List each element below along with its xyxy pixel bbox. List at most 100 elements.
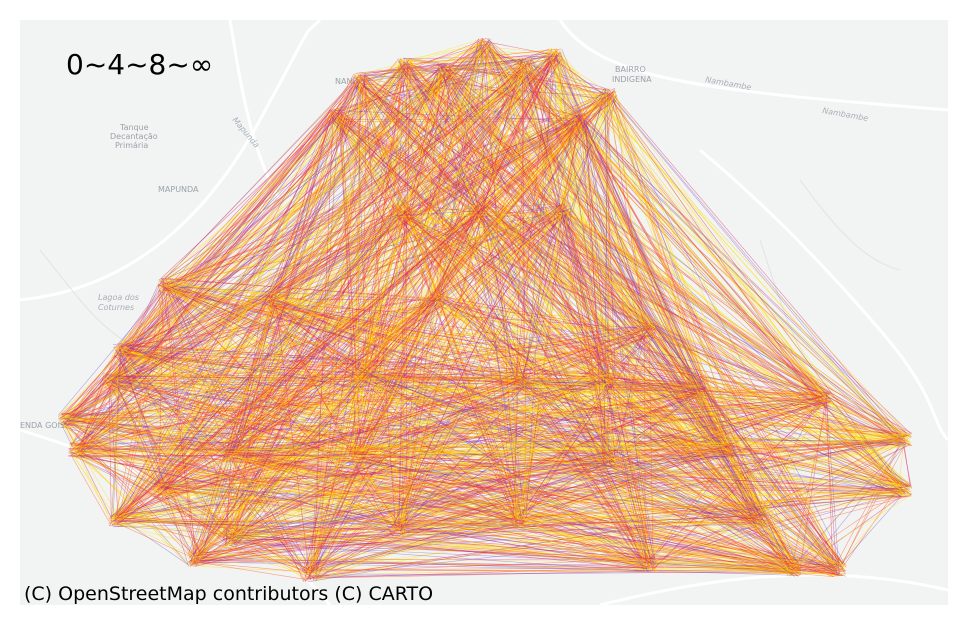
edge bbox=[363, 375, 653, 565]
edge bbox=[224, 296, 265, 536]
edge bbox=[268, 299, 353, 455]
edge bbox=[159, 451, 358, 484]
edge bbox=[401, 62, 521, 212]
edge bbox=[653, 526, 760, 573]
edge bbox=[331, 108, 516, 383]
edge bbox=[200, 373, 523, 561]
edge bbox=[583, 121, 655, 566]
edge bbox=[603, 384, 609, 463]
edge bbox=[269, 207, 402, 298]
edge bbox=[584, 119, 616, 456]
edge bbox=[73, 48, 553, 445]
edge bbox=[766, 517, 801, 572]
edge bbox=[351, 120, 580, 461]
edge bbox=[398, 209, 478, 532]
edge bbox=[313, 526, 403, 581]
edge bbox=[75, 48, 558, 454]
edge bbox=[793, 491, 900, 564]
edge bbox=[331, 113, 789, 564]
edge bbox=[157, 203, 564, 485]
edge bbox=[270, 301, 363, 373]
edge bbox=[58, 284, 169, 416]
edge bbox=[401, 69, 704, 390]
edge bbox=[161, 377, 357, 498]
edge bbox=[437, 298, 703, 390]
edge bbox=[531, 60, 839, 566]
edge bbox=[355, 372, 899, 439]
edge bbox=[522, 89, 607, 379]
edge bbox=[399, 62, 519, 521]
edge bbox=[435, 300, 615, 377]
edge bbox=[160, 91, 616, 485]
edge bbox=[229, 388, 705, 537]
edge bbox=[306, 51, 485, 577]
edge bbox=[124, 349, 844, 569]
edge bbox=[762, 491, 907, 523]
edge bbox=[724, 454, 802, 564]
edge bbox=[314, 565, 844, 576]
edge bbox=[164, 282, 197, 561]
edge bbox=[158, 290, 355, 376]
edge bbox=[69, 440, 905, 444]
edge bbox=[439, 66, 567, 210]
edge bbox=[604, 94, 768, 514]
edge bbox=[353, 374, 526, 456]
edge bbox=[231, 453, 400, 526]
edge bbox=[120, 382, 611, 516]
edge bbox=[396, 210, 843, 570]
edge bbox=[518, 70, 521, 382]
edge bbox=[398, 299, 445, 527]
place-label: Tanque bbox=[119, 123, 149, 132]
edge bbox=[306, 558, 650, 573]
edge bbox=[122, 83, 356, 354]
edge bbox=[312, 372, 361, 573]
edge bbox=[161, 379, 610, 497]
edge bbox=[404, 214, 798, 564]
edge bbox=[902, 444, 912, 489]
edge bbox=[271, 293, 902, 442]
edge bbox=[166, 44, 484, 487]
edge bbox=[481, 204, 650, 335]
edge bbox=[568, 212, 611, 383]
edge bbox=[607, 96, 800, 564]
edge bbox=[357, 372, 523, 377]
edge bbox=[356, 442, 727, 457]
edge bbox=[357, 299, 437, 378]
edge bbox=[480, 47, 483, 216]
edge bbox=[225, 401, 828, 451]
edge bbox=[165, 382, 611, 497]
edge bbox=[77, 204, 404, 453]
edge bbox=[699, 384, 911, 440]
edge bbox=[842, 444, 901, 565]
edge bbox=[479, 216, 834, 565]
edge bbox=[103, 298, 265, 383]
edge bbox=[558, 97, 604, 214]
edge bbox=[229, 95, 611, 449]
edge bbox=[646, 333, 831, 402]
edge bbox=[610, 439, 908, 467]
edge bbox=[225, 456, 801, 564]
edge bbox=[165, 285, 907, 495]
place-label: ENDA GOIS bbox=[20, 421, 65, 430]
edge bbox=[523, 518, 757, 526]
edge bbox=[338, 118, 355, 376]
edge bbox=[526, 53, 553, 515]
edge bbox=[263, 38, 484, 301]
edge bbox=[61, 419, 120, 518]
edge bbox=[120, 211, 478, 353]
edge bbox=[405, 203, 516, 519]
edge bbox=[74, 64, 450, 447]
edge bbox=[225, 72, 439, 456]
edge bbox=[401, 58, 523, 524]
edge bbox=[328, 58, 520, 114]
edge bbox=[519, 375, 609, 459]
edge bbox=[164, 373, 613, 494]
edge bbox=[399, 210, 906, 484]
edge bbox=[153, 382, 521, 497]
edge bbox=[362, 203, 394, 382]
edge bbox=[524, 442, 734, 519]
edge bbox=[451, 74, 900, 439]
edge bbox=[611, 462, 798, 576]
edge bbox=[723, 443, 910, 454]
edge bbox=[60, 63, 404, 415]
